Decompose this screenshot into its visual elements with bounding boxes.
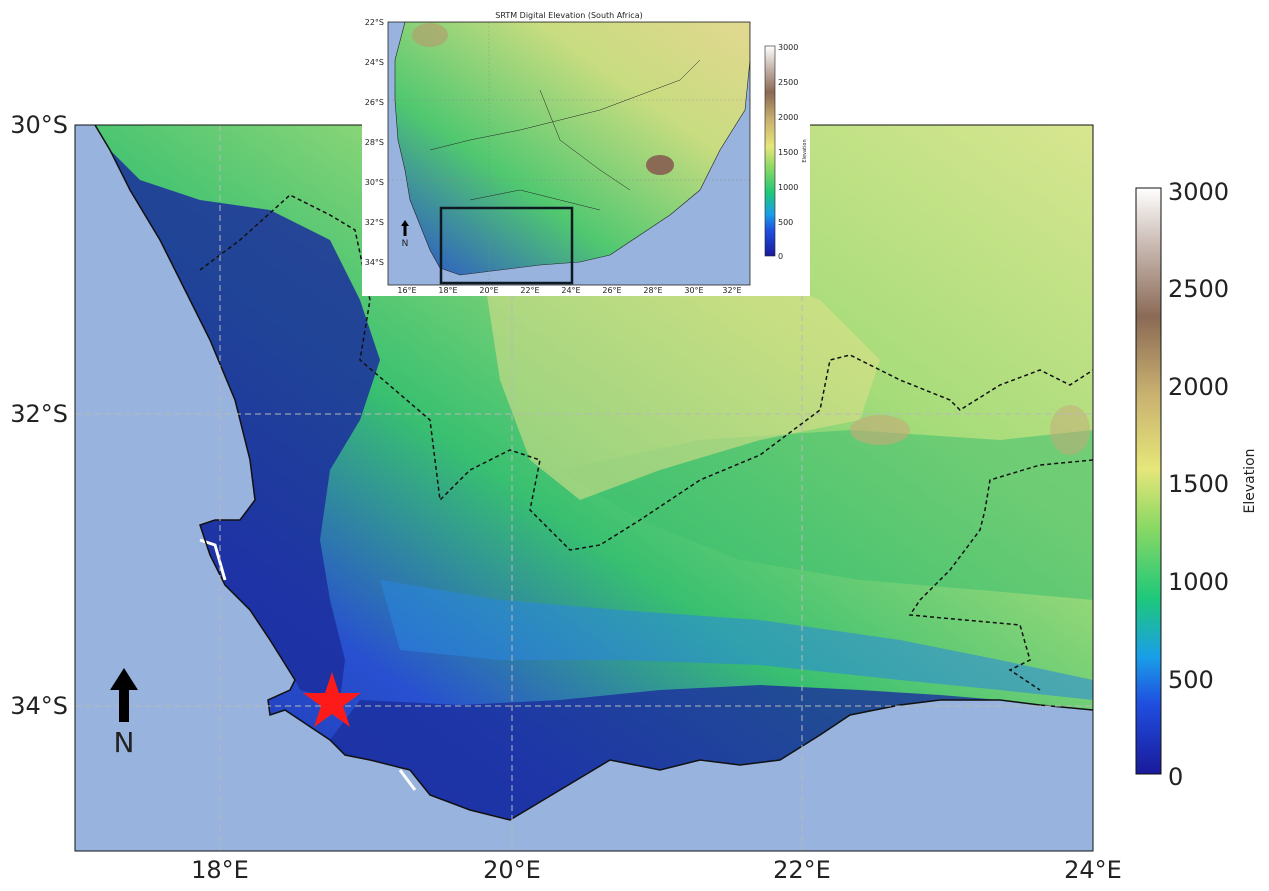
lat-label: 30°S: [10, 111, 68, 139]
inset-colorbar-tick: 2000: [778, 113, 798, 122]
colorbar-label: Elevation: [1242, 448, 1258, 513]
lon-label: 22°E: [773, 856, 831, 884]
inset-lat-label: 30°S: [365, 178, 384, 187]
inset-lon-label: 18°E: [438, 286, 457, 295]
colorbar-tick: 2500: [1168, 275, 1229, 303]
inset-highland: [412, 23, 448, 47]
inset-colorbar-tick: 2500: [778, 78, 798, 87]
inset-lat-label: 22°S: [365, 18, 384, 27]
colorbar-tick: 1500: [1168, 470, 1229, 498]
inset-lat-label: 34°S: [365, 258, 384, 267]
lon-label: 18°E: [191, 856, 249, 884]
north-arrow: N: [110, 668, 138, 759]
inset-lon-label: 16°E: [397, 286, 416, 295]
colorbar-tick: 2000: [1168, 373, 1229, 401]
study-area-box: [439, 206, 574, 285]
inset-colorbar-tick: 3000: [778, 43, 798, 52]
inset-colorbar: 3000 2500 2000 1500 1000 500 0 Elevation: [764, 43, 808, 261]
colorbar-tick: 1000: [1168, 568, 1229, 596]
coastline: [94, 125, 1093, 821]
north-label: N: [114, 726, 135, 759]
inset-colorbar-tick: 1500: [778, 148, 798, 157]
province-border: [908, 459, 1093, 691]
inset-borders: [429, 59, 701, 211]
inset-title: SRTM Digital Elevation (South Africa): [495, 11, 642, 20]
inset-graticule: [388, 22, 750, 285]
inset-lon-label: 28°E: [643, 286, 662, 295]
plateau: [480, 240, 880, 500]
colorbar-tick: 0: [1168, 763, 1183, 791]
inset-north-label: N: [402, 239, 409, 249]
lon-label: 24°E: [1064, 856, 1122, 884]
inset-land: [394, 22, 750, 276]
colorbar: 3000 2500 2000 1500 1000 500 0 Elevation: [1135, 178, 1258, 791]
inset-lon-label: 20°E: [479, 286, 498, 295]
colorbar-tick: 3000: [1168, 178, 1229, 206]
lowland-south: [330, 685, 1000, 820]
inset-colorbar-gradient: [764, 45, 776, 257]
inset-lon-label: 26°E: [602, 286, 621, 295]
inset-lat-label: 26°S: [365, 98, 384, 107]
inset-lon-label: 22°E: [520, 286, 539, 295]
inset-lat-label: 32°S: [365, 218, 384, 227]
colorbar-tick: 500: [1168, 666, 1214, 694]
lon-label: 20°E: [483, 856, 541, 884]
location-marker-star: [303, 672, 361, 727]
inset-lon-label: 30°E: [684, 286, 703, 295]
inset-lat-label: 28°S: [365, 138, 384, 147]
inset-north-arrow: N: [401, 220, 409, 249]
lowland-west: [110, 150, 380, 700]
inset-lat-label: 24°S: [365, 58, 384, 67]
inset-frame: [387, 21, 751, 286]
mountain-belt: [380, 580, 1093, 700]
inset-lon-label: 24°E: [561, 286, 580, 295]
lat-label: 32°S: [10, 400, 68, 428]
highland-patch: [850, 415, 910, 445]
colorbar-gradient: [1135, 187, 1162, 775]
highland-patch: [1050, 405, 1090, 455]
north-arrow-icon: [110, 668, 138, 722]
inset-north-arrow-icon: [401, 220, 409, 236]
inset-map: SRTM Digital Elevation (South Africa) N …: [362, 8, 810, 296]
coast-detail: [398, 769, 417, 791]
inset-colorbar-label: Elevation: [802, 139, 808, 162]
inset-lon-label: 32°E: [722, 286, 741, 295]
inset-lesotho-highlands: [646, 155, 674, 175]
inset-colorbar-tick: 0: [778, 252, 783, 261]
inset-colorbar-tick: 500: [778, 218, 793, 227]
lat-label: 34°S: [10, 692, 68, 720]
inset-colorbar-tick: 1000: [778, 183, 798, 192]
